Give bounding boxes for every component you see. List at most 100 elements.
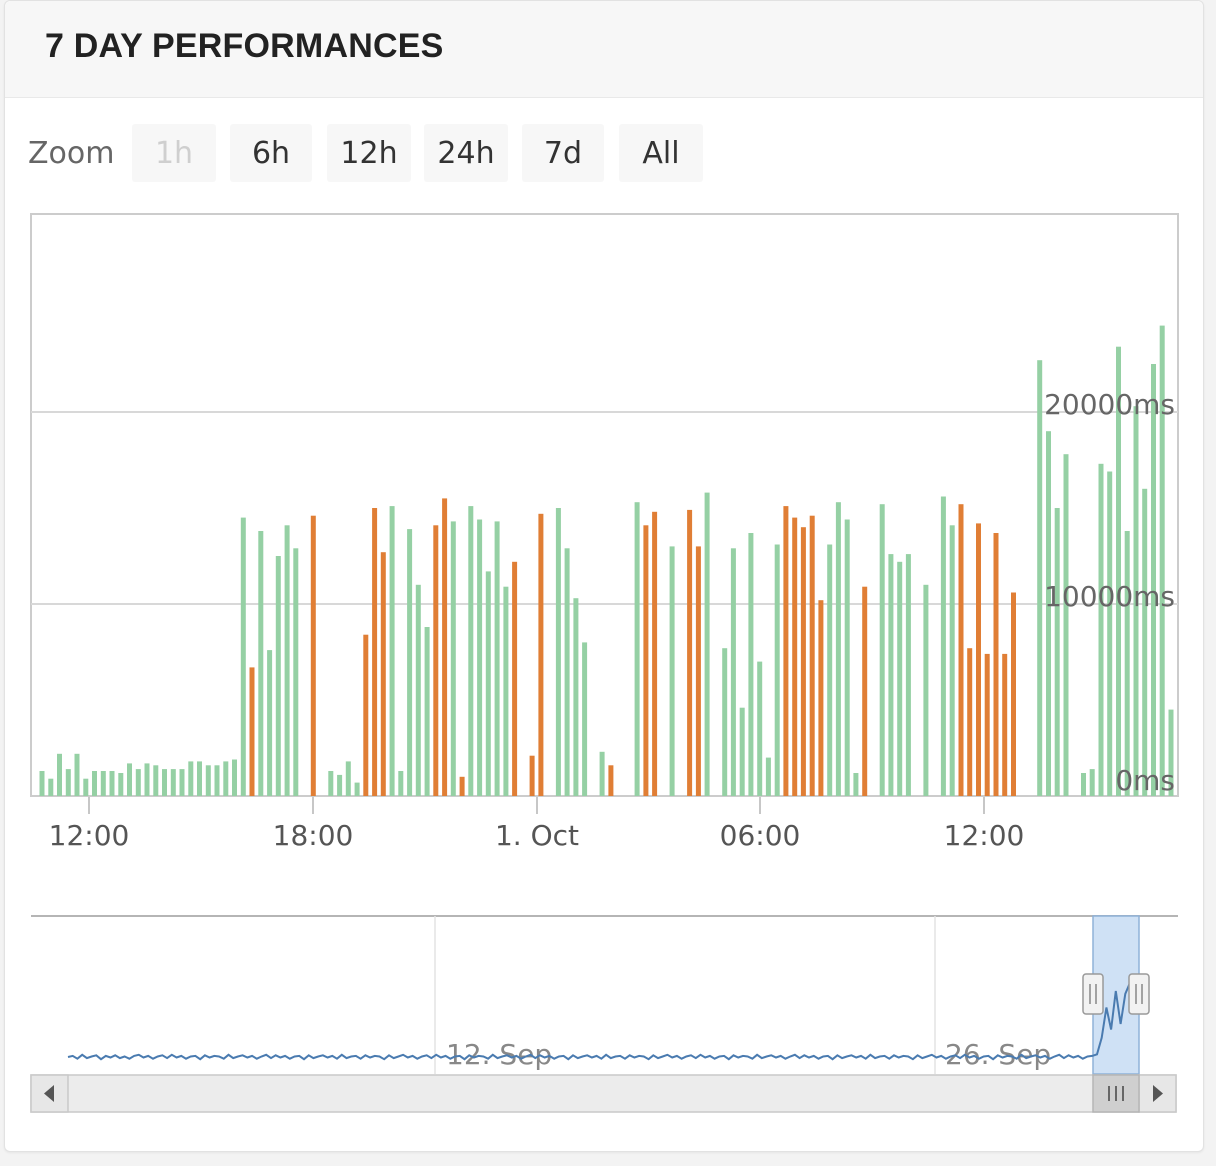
bar[interactable] bbox=[153, 765, 159, 796]
bar[interactable] bbox=[783, 506, 789, 796]
bar[interactable] bbox=[538, 513, 544, 796]
bar[interactable] bbox=[223, 761, 229, 796]
bar[interactable] bbox=[205, 765, 211, 796]
zoom-12h-button[interactable]: 12h bbox=[327, 124, 411, 182]
bar[interactable] bbox=[976, 523, 981, 796]
bar[interactable] bbox=[652, 511, 658, 796]
bar[interactable] bbox=[1142, 488, 1148, 796]
bar[interactable] bbox=[459, 776, 465, 796]
bar[interactable] bbox=[879, 504, 885, 796]
bar[interactable] bbox=[739, 707, 745, 796]
bar[interactable] bbox=[949, 525, 955, 796]
bar[interactable] bbox=[468, 506, 474, 796]
bar[interactable] bbox=[967, 648, 973, 796]
bar[interactable] bbox=[512, 561, 518, 796]
bar[interactable] bbox=[450, 521, 456, 796]
zoom-1h-button[interactable]: 1h bbox=[132, 124, 216, 182]
bar[interactable] bbox=[337, 774, 343, 796]
bar[interactable] bbox=[477, 519, 483, 797]
bar[interactable] bbox=[993, 533, 999, 796]
bar[interactable] bbox=[1116, 346, 1121, 796]
bar[interactable] bbox=[564, 548, 570, 796]
bar[interactable] bbox=[818, 600, 824, 796]
bar[interactable] bbox=[800, 527, 806, 796]
bar[interactable] bbox=[65, 769, 71, 796]
bar[interactable] bbox=[1124, 531, 1130, 796]
bar[interactable] bbox=[940, 496, 946, 797]
bar[interactable] bbox=[923, 584, 929, 796]
bar[interactable] bbox=[83, 778, 89, 796]
scrollbar-track[interactable] bbox=[30, 1074, 1177, 1113]
bar[interactable] bbox=[127, 763, 132, 796]
bar[interactable] bbox=[442, 498, 448, 796]
bar[interactable] bbox=[240, 517, 246, 796]
bar[interactable] bbox=[170, 769, 176, 796]
bar[interactable] bbox=[529, 755, 535, 796]
zoom-all-button[interactable]: All bbox=[619, 124, 703, 182]
bar[interactable] bbox=[905, 554, 911, 796]
bar[interactable] bbox=[407, 529, 413, 796]
bar[interactable] bbox=[634, 502, 640, 796]
bar[interactable] bbox=[722, 648, 728, 796]
bar[interactable] bbox=[555, 508, 561, 796]
zoom-24h-button[interactable]: 24h bbox=[424, 124, 508, 182]
bar[interactable] bbox=[809, 515, 815, 796]
bar[interactable] bbox=[398, 771, 404, 796]
bar[interactable] bbox=[249, 667, 255, 796]
bar[interactable] bbox=[695, 546, 701, 796]
bar[interactable] bbox=[1002, 653, 1008, 796]
bar[interactable] bbox=[774, 544, 780, 797]
bar[interactable] bbox=[372, 508, 378, 796]
bar[interactable] bbox=[687, 509, 693, 796]
bar[interactable] bbox=[888, 554, 894, 796]
bar[interactable] bbox=[608, 765, 614, 796]
bar[interactable] bbox=[328, 771, 334, 796]
bar[interactable] bbox=[48, 778, 54, 796]
bar[interactable] bbox=[835, 502, 841, 796]
bar[interactable] bbox=[267, 650, 273, 796]
bar[interactable] bbox=[1159, 325, 1165, 796]
bar[interactable] bbox=[118, 773, 124, 796]
bar[interactable] bbox=[1098, 463, 1104, 796]
bar[interactable] bbox=[144, 763, 150, 796]
bar[interactable] bbox=[1046, 431, 1051, 796]
navigator-handle-left[interactable] bbox=[1082, 973, 1104, 1015]
bar[interactable] bbox=[573, 598, 579, 796]
bar[interactable] bbox=[643, 525, 649, 796]
zoom-6h-button[interactable]: 6h bbox=[230, 124, 312, 182]
bar[interactable] bbox=[389, 506, 395, 796]
bar[interactable] bbox=[214, 765, 220, 796]
bar[interactable] bbox=[1089, 769, 1095, 796]
navigator-handle-right[interactable] bbox=[1128, 973, 1150, 1015]
bar[interactable] bbox=[57, 753, 62, 796]
bar[interactable] bbox=[197, 761, 202, 796]
bar[interactable] bbox=[862, 586, 868, 796]
bar[interactable] bbox=[433, 525, 439, 796]
bar[interactable] bbox=[162, 769, 167, 796]
scrollbar-thumb[interactable] bbox=[1092, 1074, 1140, 1113]
bar[interactable] bbox=[730, 548, 736, 796]
bar[interactable] bbox=[853, 773, 859, 796]
bar[interactable] bbox=[844, 519, 850, 797]
bar[interactable] bbox=[135, 769, 141, 796]
bar[interactable] bbox=[74, 753, 80, 796]
bar[interactable] bbox=[293, 548, 299, 796]
bar[interactable] bbox=[39, 771, 45, 796]
bar[interactable] bbox=[1011, 592, 1016, 797]
bar[interactable] bbox=[1054, 508, 1060, 796]
bar[interactable] bbox=[345, 761, 351, 796]
scroll-right-button[interactable] bbox=[1138, 1074, 1177, 1113]
bar[interactable] bbox=[1063, 454, 1069, 796]
bar[interactable] bbox=[765, 757, 771, 796]
bar[interactable] bbox=[415, 584, 421, 796]
bar[interactable] bbox=[424, 627, 430, 796]
scroll-left-button[interactable] bbox=[30, 1074, 69, 1113]
bar[interactable] bbox=[757, 661, 763, 796]
bar[interactable] bbox=[1107, 471, 1113, 797]
bar[interactable] bbox=[704, 492, 710, 796]
bar[interactable] bbox=[827, 544, 833, 797]
bar[interactable] bbox=[92, 771, 97, 796]
bar[interactable] bbox=[1168, 709, 1174, 796]
bar[interactable] bbox=[310, 515, 316, 796]
bar[interactable] bbox=[669, 546, 675, 796]
